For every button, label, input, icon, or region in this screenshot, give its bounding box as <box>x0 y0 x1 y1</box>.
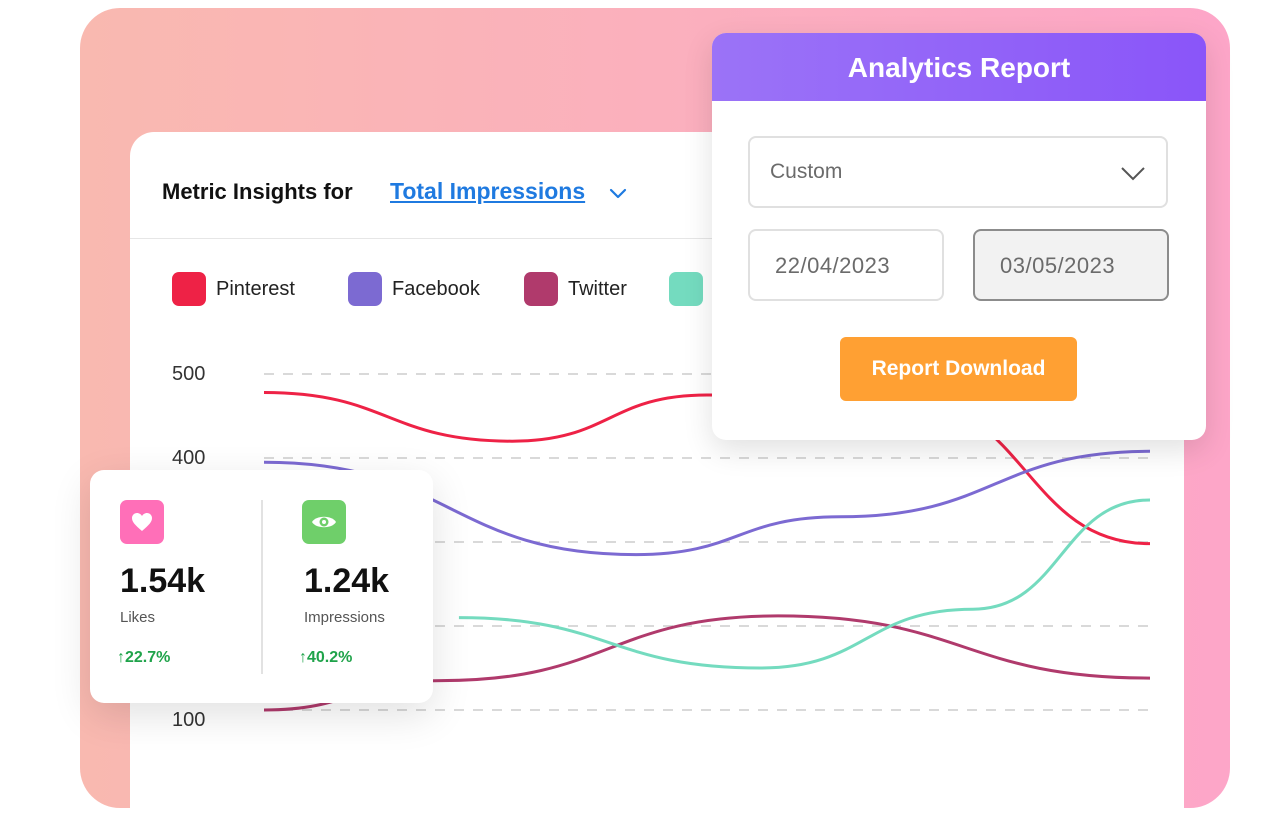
y-tick-label: 400 <box>172 447 206 469</box>
metric-selector-link[interactable]: Total Impressions <box>390 178 586 204</box>
legend-swatch <box>524 272 558 306</box>
arrow-up-icon: ↑ <box>299 649 307 666</box>
start-date-input[interactable]: 22/04/2023 <box>748 229 944 301</box>
analytics-report-card: Analytics Report Custom 22/04/2023 03/05… <box>712 33 1206 440</box>
heart-icon <box>120 500 164 544</box>
y-tick-label: 100 <box>172 709 206 731</box>
likes-change: ↑22.7% <box>117 649 170 667</box>
eye-icon <box>302 500 346 544</box>
impressions-change-value: 40.2% <box>307 649 353 666</box>
chevron-down-icon[interactable] <box>608 186 628 200</box>
end-date-input[interactable]: 03/05/2023 <box>973 229 1169 301</box>
legend-label: Twitter <box>568 278 627 300</box>
end-date-value: 03/05/2023 <box>1000 253 1116 278</box>
impressions-change: ↑40.2% <box>299 649 352 667</box>
report-title: Analytics Report <box>712 33 1206 101</box>
likes-change-value: 22.7% <box>125 649 171 666</box>
impressions-value: 1.24k <box>304 562 390 600</box>
series-line-series-4 <box>458 498 1151 670</box>
start-date-value: 22/04/2023 <box>775 253 891 278</box>
series-line-facebook <box>263 449 1151 557</box>
legend-swatch <box>669 272 703 306</box>
likes-label: Likes <box>120 609 156 626</box>
date-range-value: Custom <box>770 160 843 183</box>
arrow-up-icon: ↑ <box>117 649 125 666</box>
card-header: Metric Insights for Total Impressions <box>130 132 1184 239</box>
y-tick-label: 500 <box>172 363 206 385</box>
legend-swatch <box>348 272 382 306</box>
header-title: Metric Insights for <box>162 179 353 204</box>
report-download-button[interactable]: Report Download <box>840 337 1077 401</box>
chevron-down-icon <box>1121 167 1145 181</box>
legend-label: Pinterest <box>216 278 295 300</box>
legend-swatch <box>172 272 206 306</box>
series-line-pinterest <box>263 390 1151 546</box>
stats-card: 1.54k Likes ↑22.7% 1.24k Impressions ↑40… <box>90 470 433 703</box>
divider <box>261 500 263 674</box>
likes-value: 1.54k <box>120 562 206 600</box>
legend-label: Facebook <box>392 278 480 300</box>
impressions-label: Impressions <box>304 609 385 626</box>
date-range-select[interactable]: Custom <box>748 136 1168 208</box>
